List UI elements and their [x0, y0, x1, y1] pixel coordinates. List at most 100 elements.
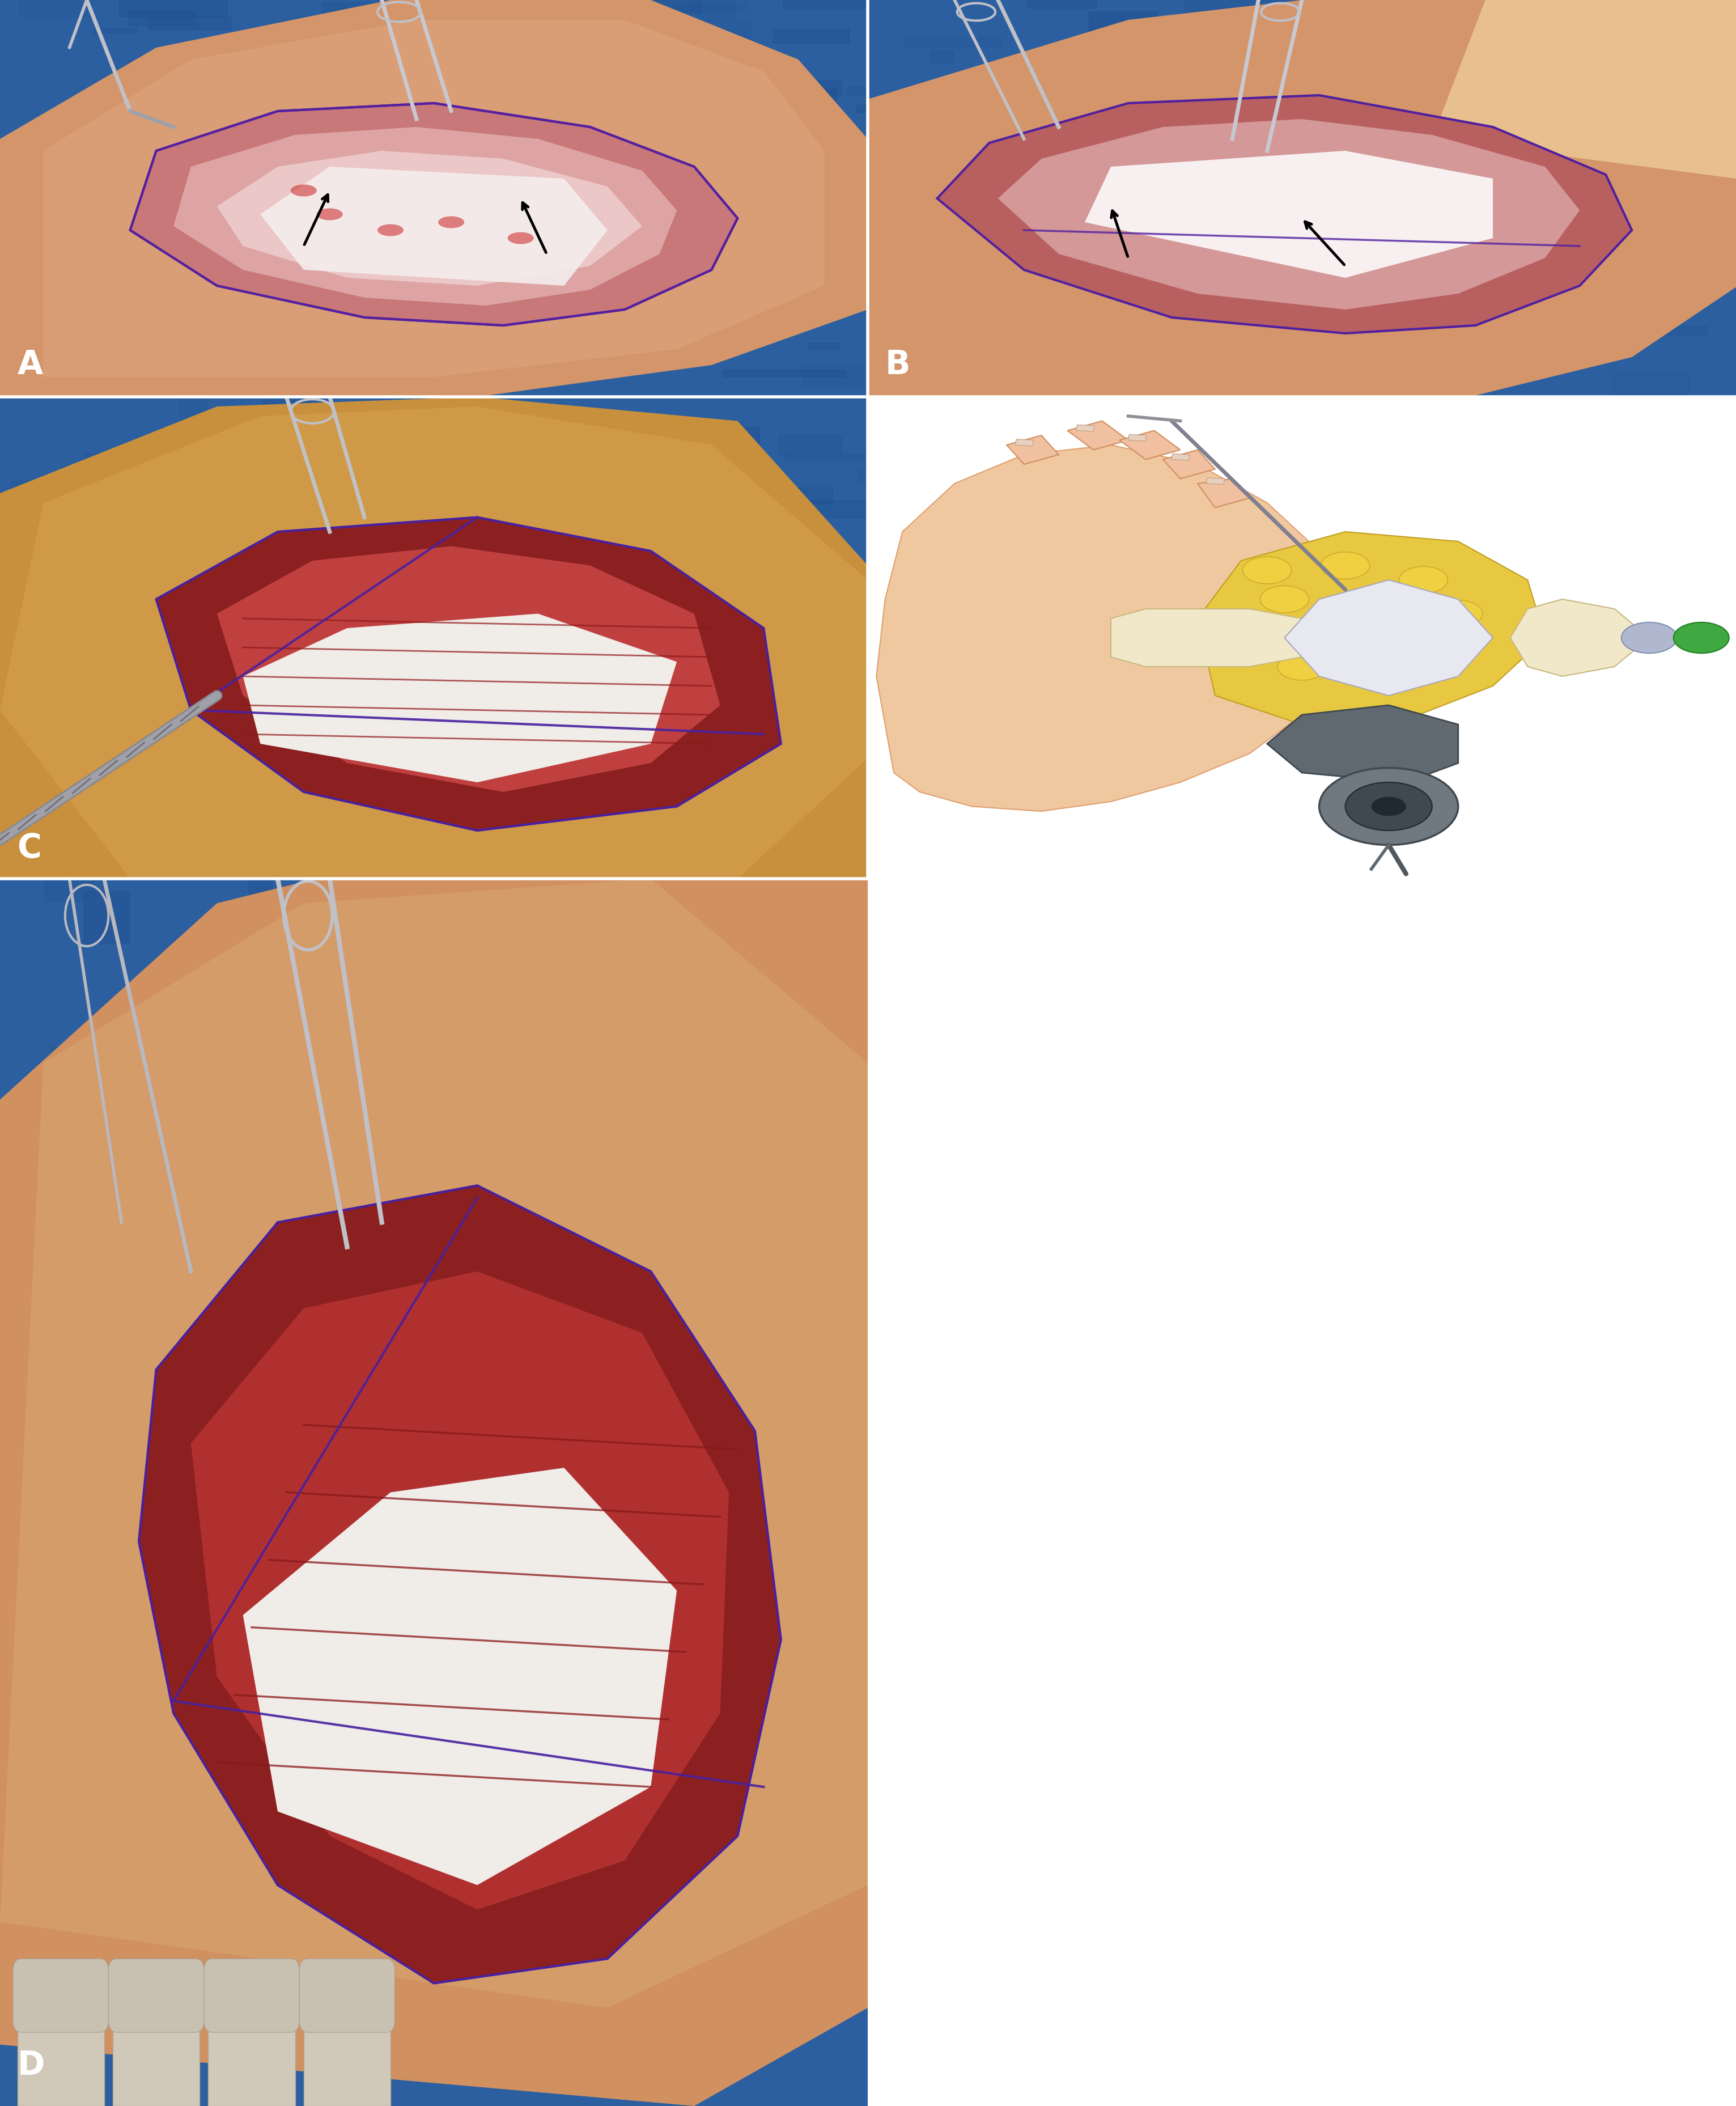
Bar	[394, 53, 444, 69]
Bar	[488, 505, 549, 533]
Bar	[481, 171, 531, 175]
Bar	[285, 234, 378, 246]
Bar	[80, 537, 155, 558]
Bar	[663, 428, 759, 457]
Bar	[764, 735, 799, 746]
Circle shape	[1260, 585, 1309, 613]
Bar	[507, 124, 533, 139]
Bar	[1465, 95, 1526, 118]
Bar	[179, 398, 207, 425]
Bar	[795, 187, 849, 206]
Bar	[771, 670, 816, 689]
Bar	[153, 1647, 203, 1668]
FancyBboxPatch shape	[12, 1959, 108, 2032]
Bar	[602, 139, 642, 166]
Bar	[408, 512, 502, 524]
Circle shape	[1434, 600, 1483, 628]
Bar	[1562, 255, 1674, 272]
Bar	[1564, 297, 1677, 301]
Bar	[122, 211, 248, 230]
Bar	[651, 1512, 694, 1535]
Bar	[83, 891, 130, 943]
Bar	[611, 1483, 661, 1514]
Bar	[115, 1813, 175, 1862]
Bar	[1168, 364, 1205, 390]
FancyBboxPatch shape	[108, 1959, 203, 2032]
Bar	[788, 88, 835, 120]
Bar	[812, 1064, 837, 1078]
Bar	[1476, 131, 1599, 139]
Bar	[200, 337, 293, 345]
Bar	[144, 276, 179, 284]
Bar	[585, 421, 620, 440]
Bar	[43, 571, 87, 592]
Bar	[653, 1940, 675, 1961]
Bar	[1731, 101, 1736, 128]
Bar	[453, 76, 561, 93]
Bar	[208, 1984, 295, 2106]
Bar	[174, 371, 279, 394]
Bar	[1257, 217, 1283, 240]
Bar	[401, 1270, 457, 1297]
Bar	[229, 1302, 262, 1356]
Polygon shape	[1267, 706, 1458, 781]
Bar	[1300, 171, 1330, 185]
Bar	[205, 2030, 233, 2045]
Bar	[554, 1026, 615, 1055]
Bar	[528, 636, 580, 655]
Bar	[83, 453, 155, 472]
Bar	[773, 680, 849, 689]
Bar	[1632, 278, 1736, 284]
Circle shape	[1371, 796, 1406, 815]
Bar	[342, 242, 417, 272]
Circle shape	[1382, 623, 1430, 651]
Bar	[16, 567, 54, 592]
Bar	[429, 259, 462, 265]
Bar	[354, 1356, 410, 1409]
Polygon shape	[130, 103, 738, 326]
Bar	[580, 185, 661, 211]
Bar	[2, 1801, 80, 1845]
Bar	[1106, 38, 1144, 44]
Bar	[385, 2001, 470, 2028]
Bar	[1276, 307, 1312, 337]
Bar	[637, 289, 733, 316]
Circle shape	[377, 223, 403, 236]
Bar	[986, 145, 1116, 168]
Bar	[120, 0, 227, 17]
Text: C: C	[17, 832, 42, 863]
Bar	[646, 0, 700, 13]
Bar	[89, 1070, 139, 1110]
Bar	[267, 1904, 323, 1950]
Bar	[1170, 38, 1220, 59]
Bar	[689, 1051, 727, 1078]
Bar	[248, 868, 273, 922]
Bar	[1043, 322, 1118, 347]
Bar	[576, 227, 686, 236]
Bar	[307, 1087, 382, 1139]
Bar	[356, 748, 444, 773]
FancyBboxPatch shape	[203, 1959, 299, 2032]
Bar	[783, 0, 891, 8]
Bar	[1132, 206, 1219, 227]
Bar	[187, 1342, 217, 1388]
Bar	[1069, 261, 1142, 280]
Bar	[49, 307, 71, 329]
Bar	[1450, 80, 1474, 95]
FancyBboxPatch shape	[299, 1959, 394, 2032]
Bar	[566, 42, 634, 53]
Bar	[773, 1470, 823, 1529]
Circle shape	[316, 208, 342, 221]
Bar	[648, 67, 677, 74]
Bar	[1670, 57, 1693, 69]
Bar	[689, 2, 736, 21]
Bar	[278, 1813, 304, 1868]
Bar	[759, 558, 816, 585]
Polygon shape	[1285, 579, 1493, 695]
Bar	[941, 278, 1054, 301]
Bar	[847, 680, 924, 687]
Bar	[1484, 2, 1571, 8]
Bar	[148, 17, 231, 29]
Bar	[340, 1946, 363, 1996]
Bar	[773, 29, 849, 42]
